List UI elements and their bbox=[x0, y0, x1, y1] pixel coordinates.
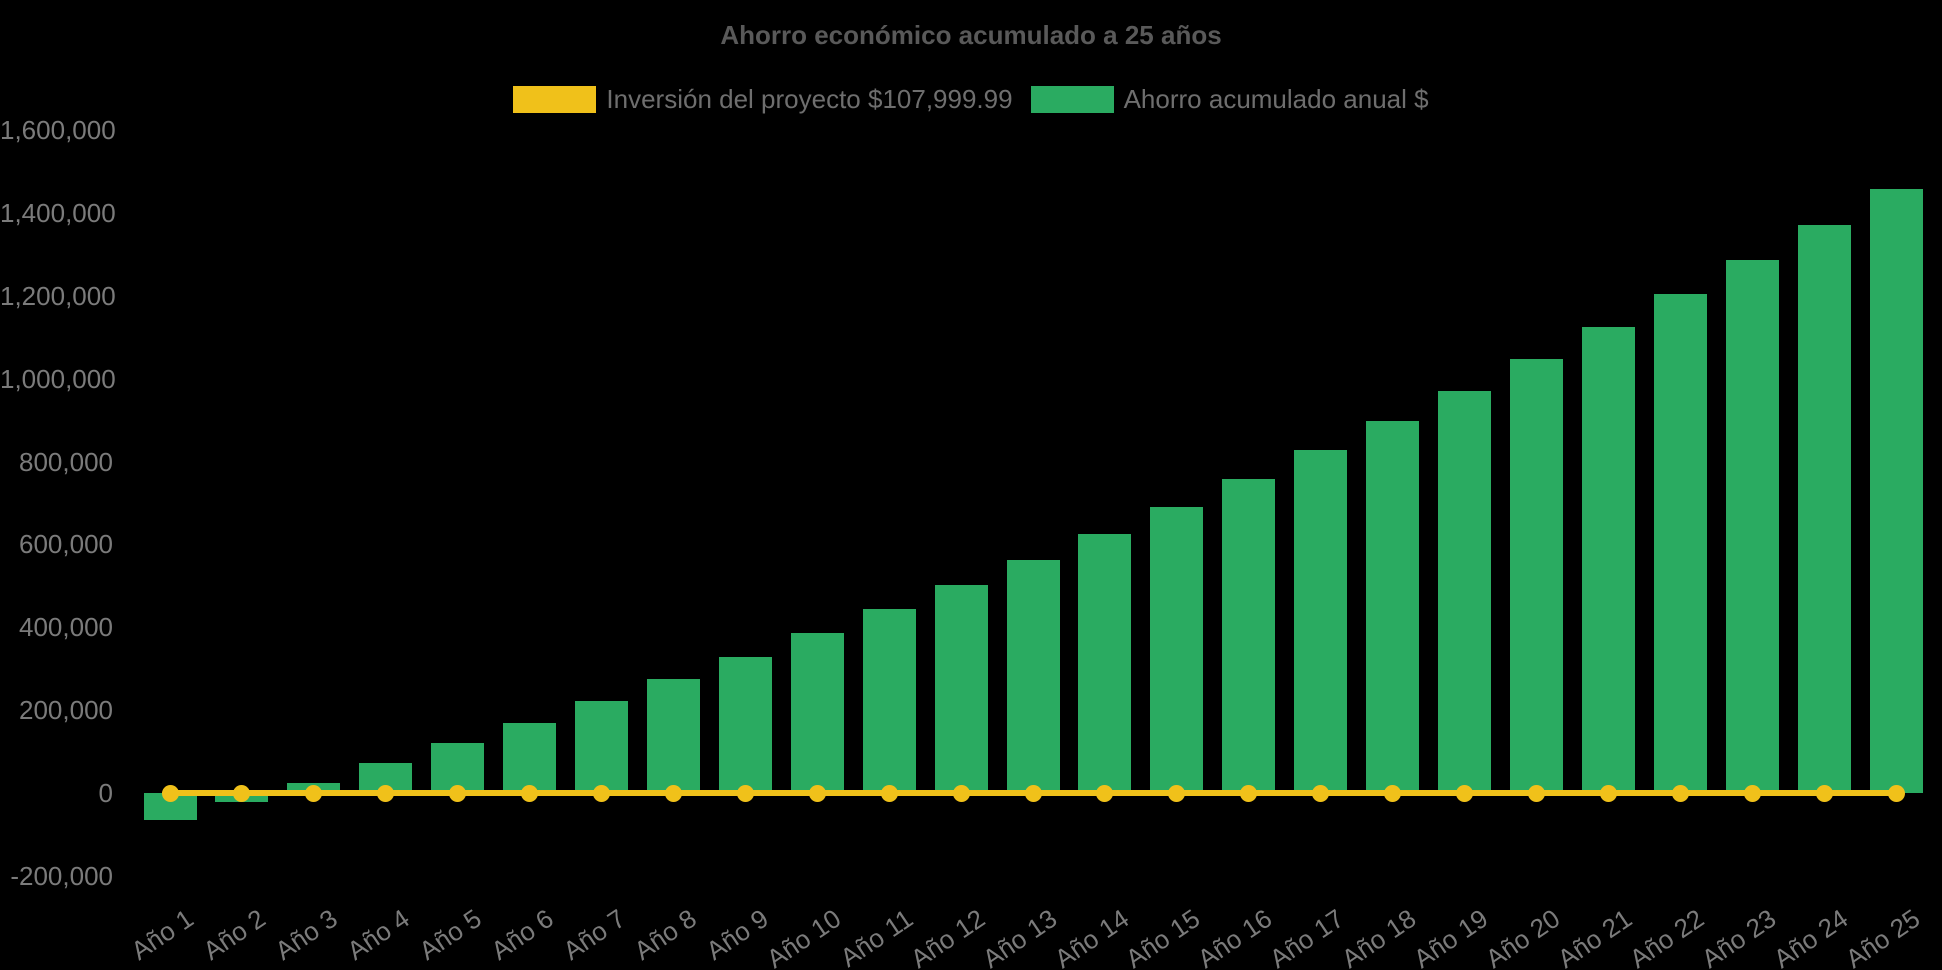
y-axis-tick-label: 600,000 bbox=[19, 529, 113, 560]
investment-point-ano-8 bbox=[664, 784, 682, 802]
x-axis-label-ano-11: Año 11 bbox=[834, 903, 918, 970]
investment-point-ano-2 bbox=[233, 784, 251, 802]
legend-swatch-inversion bbox=[513, 86, 597, 113]
bar-ano-11 bbox=[862, 609, 916, 793]
x-axis-label-ano-5: Año 5 bbox=[413, 903, 487, 966]
bar-ano-15 bbox=[1150, 506, 1204, 793]
bar-ano-16 bbox=[1222, 478, 1276, 793]
investment-point-ano-14 bbox=[1096, 784, 1114, 802]
x-axis-label-ano-14: Año 14 bbox=[1048, 903, 1134, 970]
x-axis-label-ano-1: Año 1 bbox=[125, 903, 199, 966]
legend-item-ahorro[interactable]: Ahorro acumulado anual $ bbox=[1030, 84, 1429, 115]
x-axis-label-ano-22: Año 22 bbox=[1623, 903, 1710, 970]
investment-point-ano-6 bbox=[521, 784, 539, 802]
investment-point-ano-7 bbox=[593, 784, 610, 802]
x-axis-label-ano-24: Año 24 bbox=[1767, 903, 1853, 970]
bar-ano-17 bbox=[1294, 450, 1348, 793]
investment-point-ano-11 bbox=[880, 784, 898, 802]
y-axis-tick-label: 800,000 bbox=[19, 446, 113, 477]
x-axis-label-ano-25: Año 25 bbox=[1839, 903, 1925, 970]
investment-point-ano-17 bbox=[1312, 784, 1330, 802]
bar-ano-21 bbox=[1581, 327, 1635, 793]
investment-point-ano-15 bbox=[1168, 784, 1186, 802]
x-axis-label-ano-12: Año 12 bbox=[904, 903, 990, 970]
bar-ano-25 bbox=[1869, 188, 1923, 793]
x-axis-label-ano-23: Año 23 bbox=[1695, 903, 1781, 970]
y-axis-tick-label: 1,400,000 bbox=[0, 197, 116, 228]
y-axis-tick-label: -200,000 bbox=[10, 860, 113, 891]
investment-point-ano-18 bbox=[1384, 784, 1402, 802]
investment-point-ano-4 bbox=[377, 784, 395, 802]
bar-ano-18 bbox=[1366, 420, 1420, 793]
y-axis-tick-label: 0 bbox=[98, 778, 113, 808]
investment-point-ano-22 bbox=[1671, 784, 1689, 802]
bar-ano-23 bbox=[1725, 260, 1779, 793]
investment-point-ano-13 bbox=[1024, 784, 1042, 802]
investment-point-ano-3 bbox=[305, 784, 323, 802]
bar-ano-24 bbox=[1797, 224, 1851, 793]
bar-ano-20 bbox=[1509, 359, 1563, 793]
x-axis-label-ano-16: Año 16 bbox=[1192, 903, 1278, 970]
y-axis-tick-label: 1,000,000 bbox=[0, 363, 116, 394]
investment-point-ano-20 bbox=[1527, 784, 1545, 802]
y-axis-tick-label: 400,000 bbox=[19, 612, 113, 643]
bar-ano-13 bbox=[1006, 559, 1060, 793]
x-axis-label-ano-3: Año 3 bbox=[269, 903, 343, 966]
x-axis-label-ano-10: Año 10 bbox=[760, 903, 847, 970]
x-axis-label-ano-9: Año 9 bbox=[701, 903, 775, 966]
bar-ano-10 bbox=[790, 633, 844, 793]
chart-title: Ahorro económico acumulado a 25 años bbox=[720, 20, 1222, 50]
investment-point-ano-9 bbox=[736, 784, 754, 802]
x-axis-label-ano-4: Año 4 bbox=[341, 903, 415, 966]
x-axis-label-ano-19: Año 19 bbox=[1408, 903, 1494, 970]
x-axis-label-ano-18: Año 18 bbox=[1336, 903, 1422, 970]
legend-label-inversion: Inversión del proyecto $107,999.99 bbox=[606, 84, 1013, 114]
investment-point-ano-10 bbox=[808, 784, 826, 802]
x-axis-label-ano-20: Año 20 bbox=[1480, 903, 1566, 970]
x-axis-label-ano-8: Año 8 bbox=[629, 903, 703, 966]
x-axis-label-ano-21: Año 21 bbox=[1552, 903, 1638, 970]
x-axis-label-ano-17: Año 17 bbox=[1264, 903, 1350, 970]
bar-ano-14 bbox=[1078, 533, 1132, 793]
x-axis-label-ano-15: Año 15 bbox=[1120, 903, 1206, 970]
bar-ano-8 bbox=[646, 679, 700, 793]
investment-point-ano-1 bbox=[161, 784, 179, 802]
bar-ano-6 bbox=[503, 722, 557, 793]
y-axis-tick-label: 200,000 bbox=[19, 695, 113, 726]
y-axis-tick-label: 1,600,000 bbox=[0, 115, 116, 145]
bar-ano-7 bbox=[575, 701, 628, 793]
investment-point-ano-5 bbox=[449, 784, 467, 802]
investment-point-ano-23 bbox=[1743, 784, 1761, 802]
investment-point-ano-24 bbox=[1815, 784, 1833, 802]
bar-ano-12 bbox=[934, 584, 988, 793]
x-axis-label-ano-2: Año 2 bbox=[197, 903, 271, 966]
investment-point-ano-19 bbox=[1456, 784, 1473, 802]
investment-point-ano-16 bbox=[1240, 784, 1258, 802]
legend-label-ahorro: Ahorro acumulado anual $ bbox=[1123, 84, 1429, 114]
x-axis-label-ano-13: Año 13 bbox=[976, 903, 1062, 970]
bar-ano-19 bbox=[1438, 390, 1491, 793]
x-axis-label-ano-6: Año 6 bbox=[485, 903, 559, 966]
bar-ano-22 bbox=[1653, 294, 1707, 793]
investment-point-ano-21 bbox=[1599, 784, 1617, 802]
x-axis-label-ano-7: Año 7 bbox=[557, 903, 631, 966]
legend-item-inversion[interactable]: Inversión del proyecto $107,999.99 bbox=[513, 84, 1013, 115]
investment-point-ano-12 bbox=[952, 784, 970, 802]
y-axis-tick-label: 1,200,000 bbox=[0, 280, 116, 311]
bar-ano-9 bbox=[718, 656, 772, 793]
investment-point-ano-25 bbox=[1887, 784, 1905, 802]
legend-swatch-ahorro bbox=[1030, 86, 1114, 113]
legend: Inversión del proyecto $107,999.99 Ahorr… bbox=[0, 84, 1942, 115]
